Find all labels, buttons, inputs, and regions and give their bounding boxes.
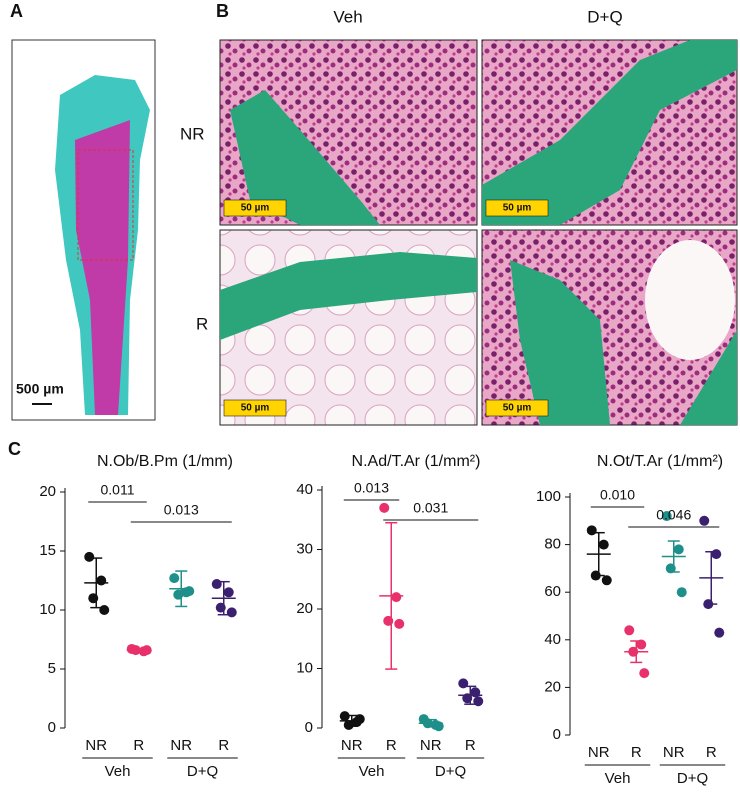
data-point [636,639,647,650]
scale-box [485,399,549,417]
y-tick-label: 40 [296,481,313,498]
y-tick-label: 20 [544,678,561,695]
micrograph [219,39,478,226]
data-point [84,551,95,562]
y-tick-label: 10 [296,659,313,676]
group-label: Veh [605,770,631,787]
x-tick-label: NR [663,744,685,761]
data-point [624,625,635,636]
data-point [379,502,390,513]
y-tick-label: 20 [39,483,56,500]
chart-title: N.Ad/T.Ar (1/mm²) [352,453,481,470]
x-tick-label: NR [85,737,107,754]
scale-box [223,399,287,417]
scale-label: 50 µm [241,403,270,414]
y-tick-label: 20 [296,600,313,617]
data-point [211,579,222,590]
data-point [169,573,180,584]
y-tick-label: 0 [48,719,56,736]
y-tick-label: 0 [305,719,313,736]
row-label: R [196,314,208,333]
data-point [711,549,722,560]
data-point [339,711,350,722]
y-tick-label: 100 [536,488,561,505]
scale-label: 50 µm [503,403,532,414]
data-point [676,587,687,598]
panel-label: A [10,1,23,21]
data-point [714,627,725,638]
y-tick-label: 0 [553,726,561,743]
data-point [673,544,684,555]
panel-label: C [8,439,21,459]
micrograph [481,229,738,426]
y-tick-label: 40 [544,631,561,648]
chart-title: N.Ob/B.Pm (1/mm) [97,453,233,470]
y-tick-label: 30 [296,540,313,557]
group-label: Veh [105,763,131,780]
row-label: NR [180,124,205,143]
group-label: Veh [359,763,385,780]
data-point [394,618,405,629]
data-point [586,525,597,536]
x-tick-label: R [631,744,642,761]
p-value: 0.031 [413,500,448,516]
group-label: D+Q [187,763,218,780]
x-tick-label: NR [341,737,363,754]
group-label: D+Q [435,763,466,780]
x-tick-label: R [386,737,397,754]
data-point [598,539,609,550]
p-value: 0.013 [354,480,389,496]
y-tick-label: 5 [48,660,56,677]
data-point [639,668,650,679]
column-label: Veh [333,7,362,26]
data-point [661,511,672,522]
x-tick-label: R [706,744,717,761]
p-value: 0.011 [101,482,135,498]
data-point [223,587,234,598]
x-tick-label: R [218,737,229,754]
scale-box [223,199,287,217]
chart-title: N.Ot/T.Ar (1/mm²) [597,453,723,470]
p-value: 0.046 [656,507,691,523]
p-value: 0.013 [164,502,199,518]
scale-label: 50 µm [241,203,270,214]
panel-label: B [216,1,229,21]
p-value: 0.010 [600,487,635,503]
column-label: D+Q [587,7,622,26]
scale-box [485,199,549,217]
scale-label: 500 µm [16,381,64,397]
y-tick-label: 10 [39,601,56,618]
data-point [99,605,110,615]
y-tick-label: 60 [544,583,561,600]
data-point [96,575,107,586]
y-tick-label: 15 [39,542,56,559]
x-tick-label: R [133,737,144,754]
x-tick-label: NR [588,744,610,761]
roi-box [77,149,134,261]
scale-label: 50 µm [503,203,532,214]
data-point [601,575,612,586]
micrograph [219,229,478,426]
data-point [699,515,710,526]
x-tick-label: R [465,737,476,754]
x-tick-label: NR [170,737,192,754]
data-point [391,592,402,603]
y-tick-label: 80 [544,536,561,553]
marrow-image [75,120,130,415]
x-tick-label: NR [420,737,442,754]
group-label: D+Q [677,770,708,787]
micrograph [481,39,738,226]
data-point [184,586,195,597]
data-point [226,607,237,618]
